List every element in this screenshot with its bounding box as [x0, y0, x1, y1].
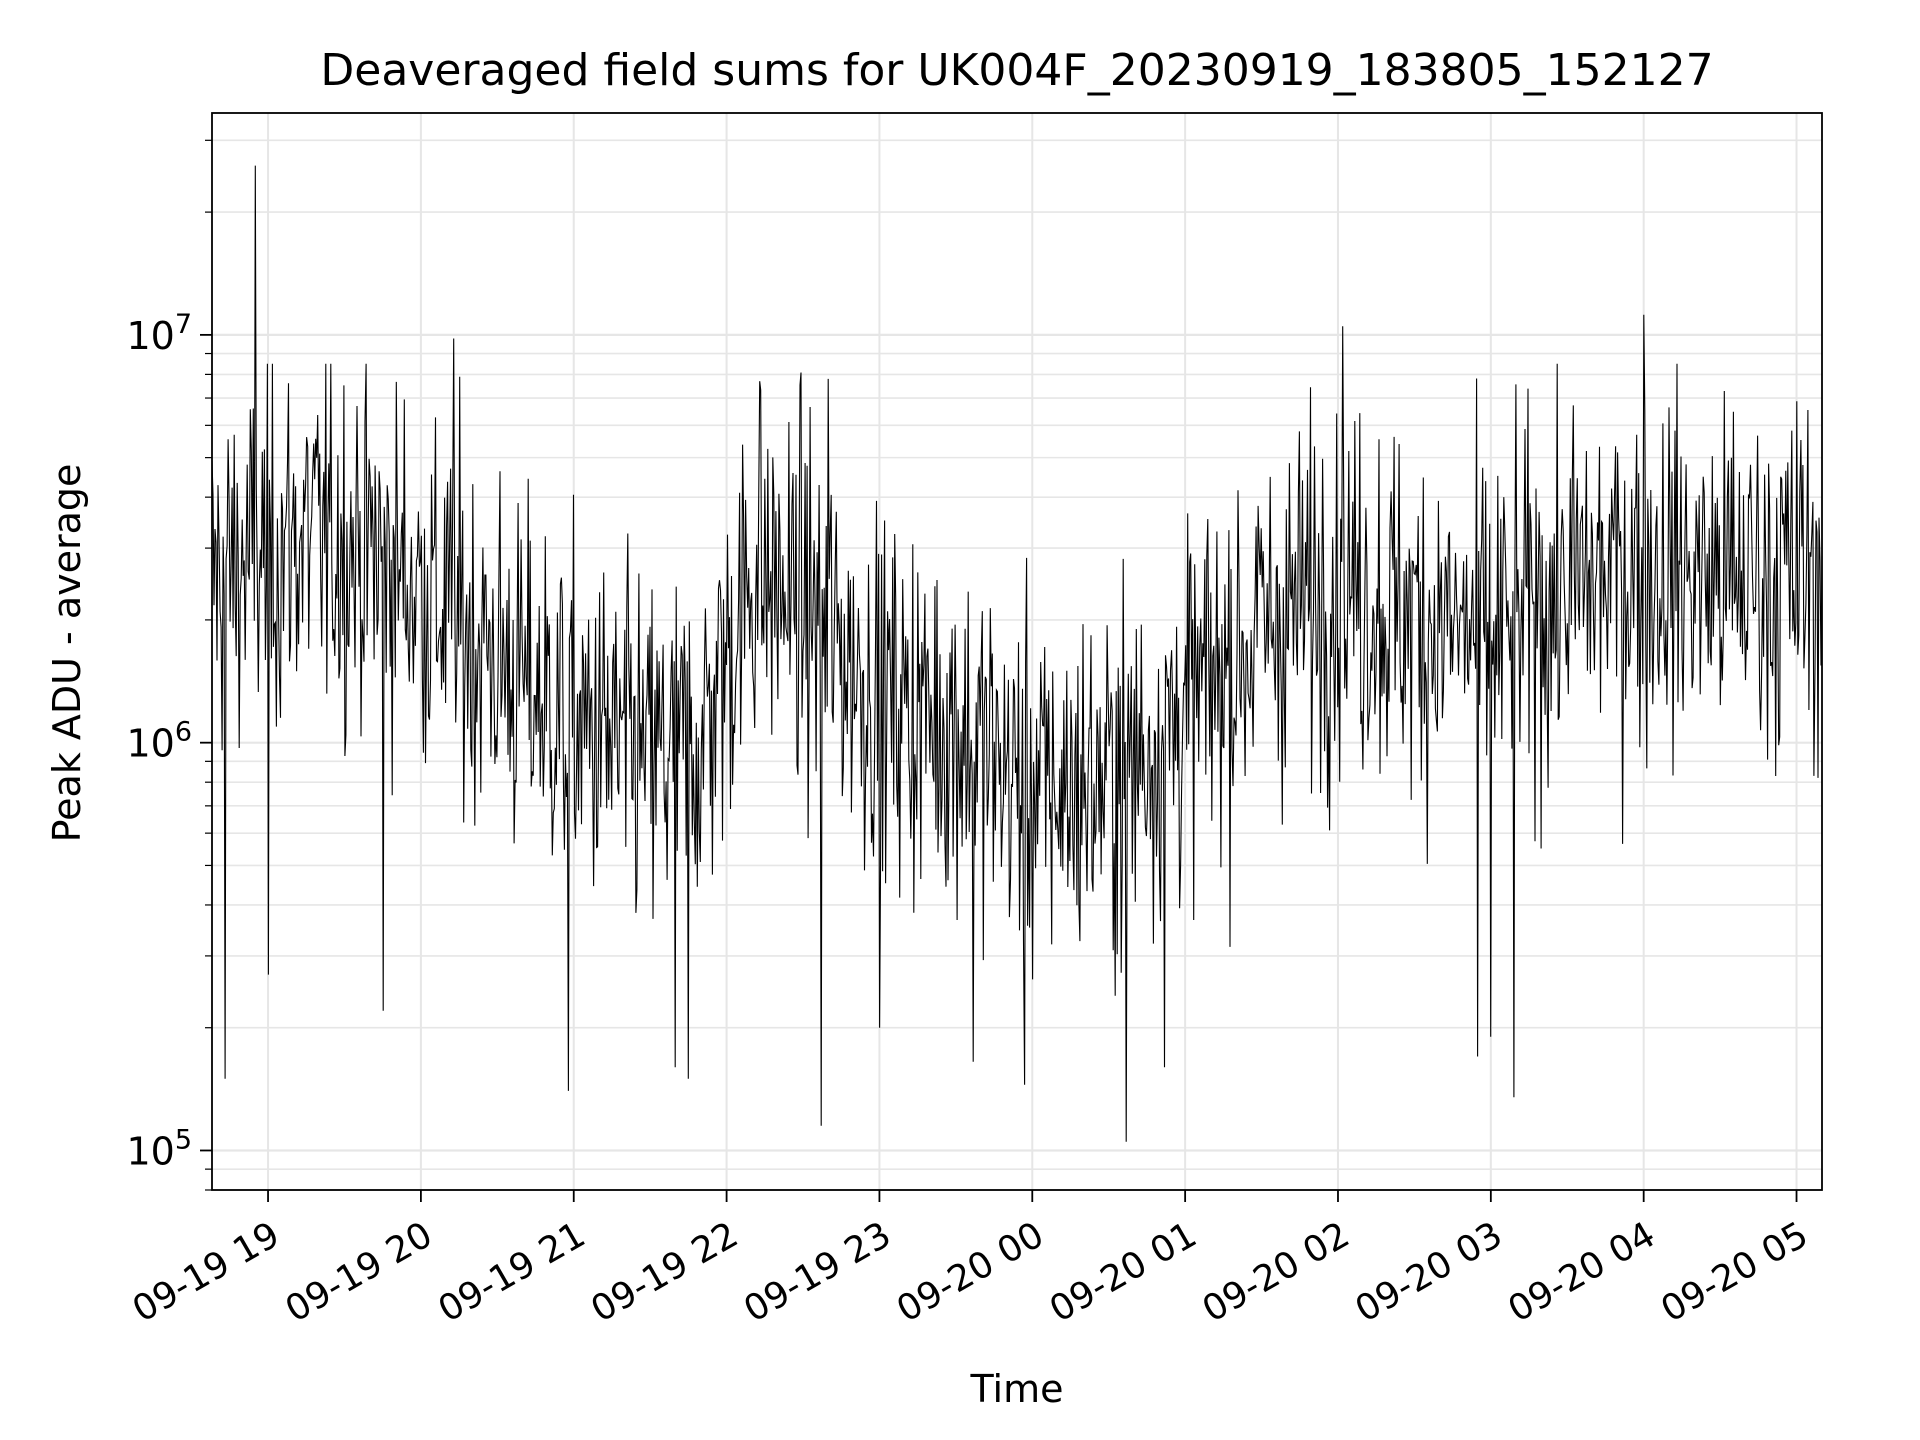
x-axis-label: Time [970, 1367, 1064, 1411]
y-tick-label: 106 [126, 717, 192, 766]
y-axis-label: Peak ADU - average [45, 464, 89, 843]
y-tick-label: 105 [126, 1124, 192, 1173]
y-tick-label: 107 [126, 309, 192, 358]
chart-title: Deaveraged field sums for UK004F_2023091… [320, 45, 1713, 96]
series-line [211, 165, 1823, 1142]
series-trace [211, 165, 1823, 1142]
plot-frame [211, 112, 1823, 1191]
